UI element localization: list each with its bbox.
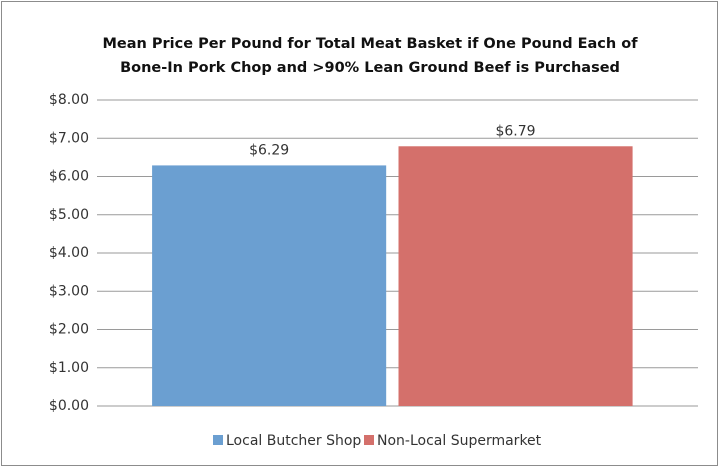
y-tick-label: $5.00 (49, 207, 89, 223)
legend-label: Non-Local Supermarket (377, 433, 542, 449)
bar (398, 146, 633, 406)
y-tick-label: $8.00 (49, 92, 89, 108)
data-label: $6.79 (495, 123, 535, 139)
legend-swatch (364, 435, 374, 445)
y-tick-label: $4.00 (49, 245, 89, 261)
legend-label: Local Butcher Shop (226, 433, 361, 449)
y-tick-label: $7.00 (49, 130, 89, 146)
y-tick-label: $1.00 (49, 360, 89, 376)
y-tick-label: $2.00 (49, 322, 89, 338)
chart-title: Mean Price Per Pound for Total Meat Bask… (102, 36, 638, 52)
y-tick-label: $6.00 (49, 169, 89, 185)
legend-swatch (213, 435, 223, 445)
data-label: $6.29 (249, 142, 289, 158)
chart-title: Bone-In Pork Chop and >90% Lean Ground B… (120, 60, 620, 76)
y-tick-label: $0.00 (49, 398, 89, 414)
y-tick-label: $3.00 (49, 283, 89, 299)
bar (152, 165, 387, 406)
